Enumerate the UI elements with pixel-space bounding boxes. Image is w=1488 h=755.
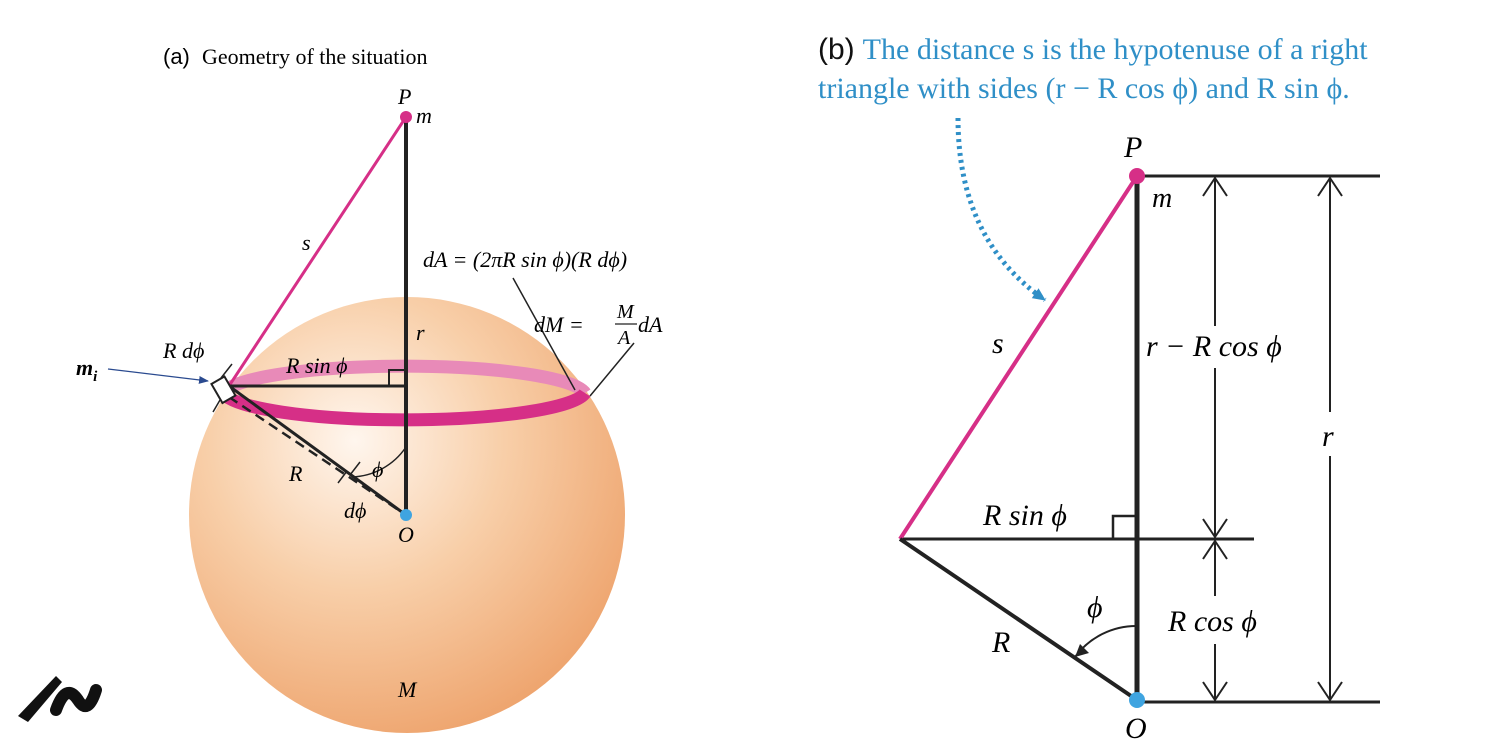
label-mi: mi bbox=[76, 355, 98, 385]
b-label-r-sin-phi: R sin ϕ bbox=[982, 499, 1067, 532]
label-dm-equation: dM = M A dA bbox=[534, 301, 663, 349]
b-point-p-dot bbox=[1129, 168, 1145, 184]
leader-da bbox=[512, 277, 576, 391]
label-mi-sub: i bbox=[93, 369, 98, 385]
panel-a-tag: (a) bbox=[163, 44, 190, 69]
b-phi-arc-arrowhead bbox=[1075, 644, 1089, 657]
b-label-r: r bbox=[1322, 420, 1334, 453]
phi-arc bbox=[351, 446, 407, 478]
panel-b-caption-line1: (b) The distance s is the hypotenuse of a… bbox=[818, 33, 1368, 66]
label-r: r bbox=[416, 320, 425, 345]
dphi-arrow-a bbox=[337, 470, 348, 484]
b-label-radius: R bbox=[991, 626, 1010, 659]
label-r-sin-phi: R sin ϕ bbox=[285, 353, 348, 378]
leader-dm bbox=[589, 342, 635, 397]
panel-a-tag-text: (a) bbox=[163, 44, 190, 69]
brand-logo-mark bbox=[18, 676, 102, 722]
b-label-r-cos-phi: R cos ϕ bbox=[1167, 605, 1257, 638]
panel-a-caption: Geometry of the situation bbox=[202, 44, 427, 69]
dim-upper-arrow-top bbox=[1202, 176, 1228, 197]
label-r-dphi: R dϕ bbox=[162, 338, 204, 363]
label-sphere-mass: M bbox=[397, 677, 418, 702]
b-point-o-dot bbox=[1129, 692, 1145, 708]
line-radius-dashed bbox=[228, 395, 407, 517]
dim-lower-arrow-top bbox=[1202, 539, 1228, 560]
label-mi-base: m bbox=[76, 355, 93, 380]
r-dphi-arrow-top bbox=[220, 363, 233, 379]
label-radius: R bbox=[288, 461, 303, 486]
dm-denominator: A bbox=[616, 327, 631, 349]
label-o: O bbox=[398, 522, 414, 547]
b-label-p: P bbox=[1123, 131, 1142, 164]
panel-b-caption-line2: triangle with sides (r − R cos ϕ) and R … bbox=[818, 72, 1350, 105]
b-right-angle-marker bbox=[1111, 514, 1137, 539]
panel-a: (a) Geometry of the situation bbox=[76, 44, 663, 733]
dm-numerator: M bbox=[616, 301, 635, 323]
dim-lower-arrow-bottom bbox=[1202, 681, 1228, 702]
b-line-radius bbox=[898, 537, 1139, 702]
line-s bbox=[227, 116, 408, 387]
dim-r-arrow-bottom bbox=[1317, 681, 1343, 702]
label-phi: ϕ bbox=[372, 457, 383, 482]
label-s: s bbox=[302, 230, 311, 255]
caption-pointer-arrow bbox=[955, 117, 1047, 303]
dphi-arrow-b bbox=[349, 461, 361, 476]
b-line-s bbox=[898, 174, 1139, 541]
r-dphi-arrow-bottom bbox=[212, 399, 221, 413]
b-label-m: m bbox=[1152, 183, 1172, 214]
b-label-o: O bbox=[1125, 712, 1147, 745]
label-dphi: dϕ bbox=[344, 498, 366, 523]
b-label-r-minus-r-cos-phi: r − R cos ϕ bbox=[1146, 330, 1282, 363]
point-p-dot bbox=[400, 111, 412, 123]
mi-pointer-arrow bbox=[107, 368, 209, 384]
line-radius bbox=[228, 384, 407, 517]
dm-tail: dA bbox=[638, 312, 663, 337]
b-label-phi: ϕ bbox=[1087, 591, 1103, 624]
b-label-s: s bbox=[992, 327, 1004, 360]
label-m: m bbox=[416, 103, 432, 128]
dim-upper-arrow-bottom bbox=[1202, 518, 1228, 539]
panel-b-tag: (b) bbox=[818, 33, 855, 66]
label-da-equation: dA = (2πR sin ϕ)(R dϕ) bbox=[423, 247, 627, 272]
label-p: P bbox=[397, 84, 411, 109]
mass-element bbox=[210, 375, 237, 405]
point-o-dot bbox=[400, 509, 412, 521]
panel-b: (b) The distance s is the hypotenuse of a… bbox=[818, 33, 1380, 745]
dim-r-arrow-top bbox=[1317, 176, 1343, 197]
right-angle-marker bbox=[388, 369, 406, 386]
panel-b-caption-text1: The distance s is the hypotenuse of a ri… bbox=[863, 33, 1369, 66]
dm-lhs: dM = bbox=[534, 312, 584, 337]
